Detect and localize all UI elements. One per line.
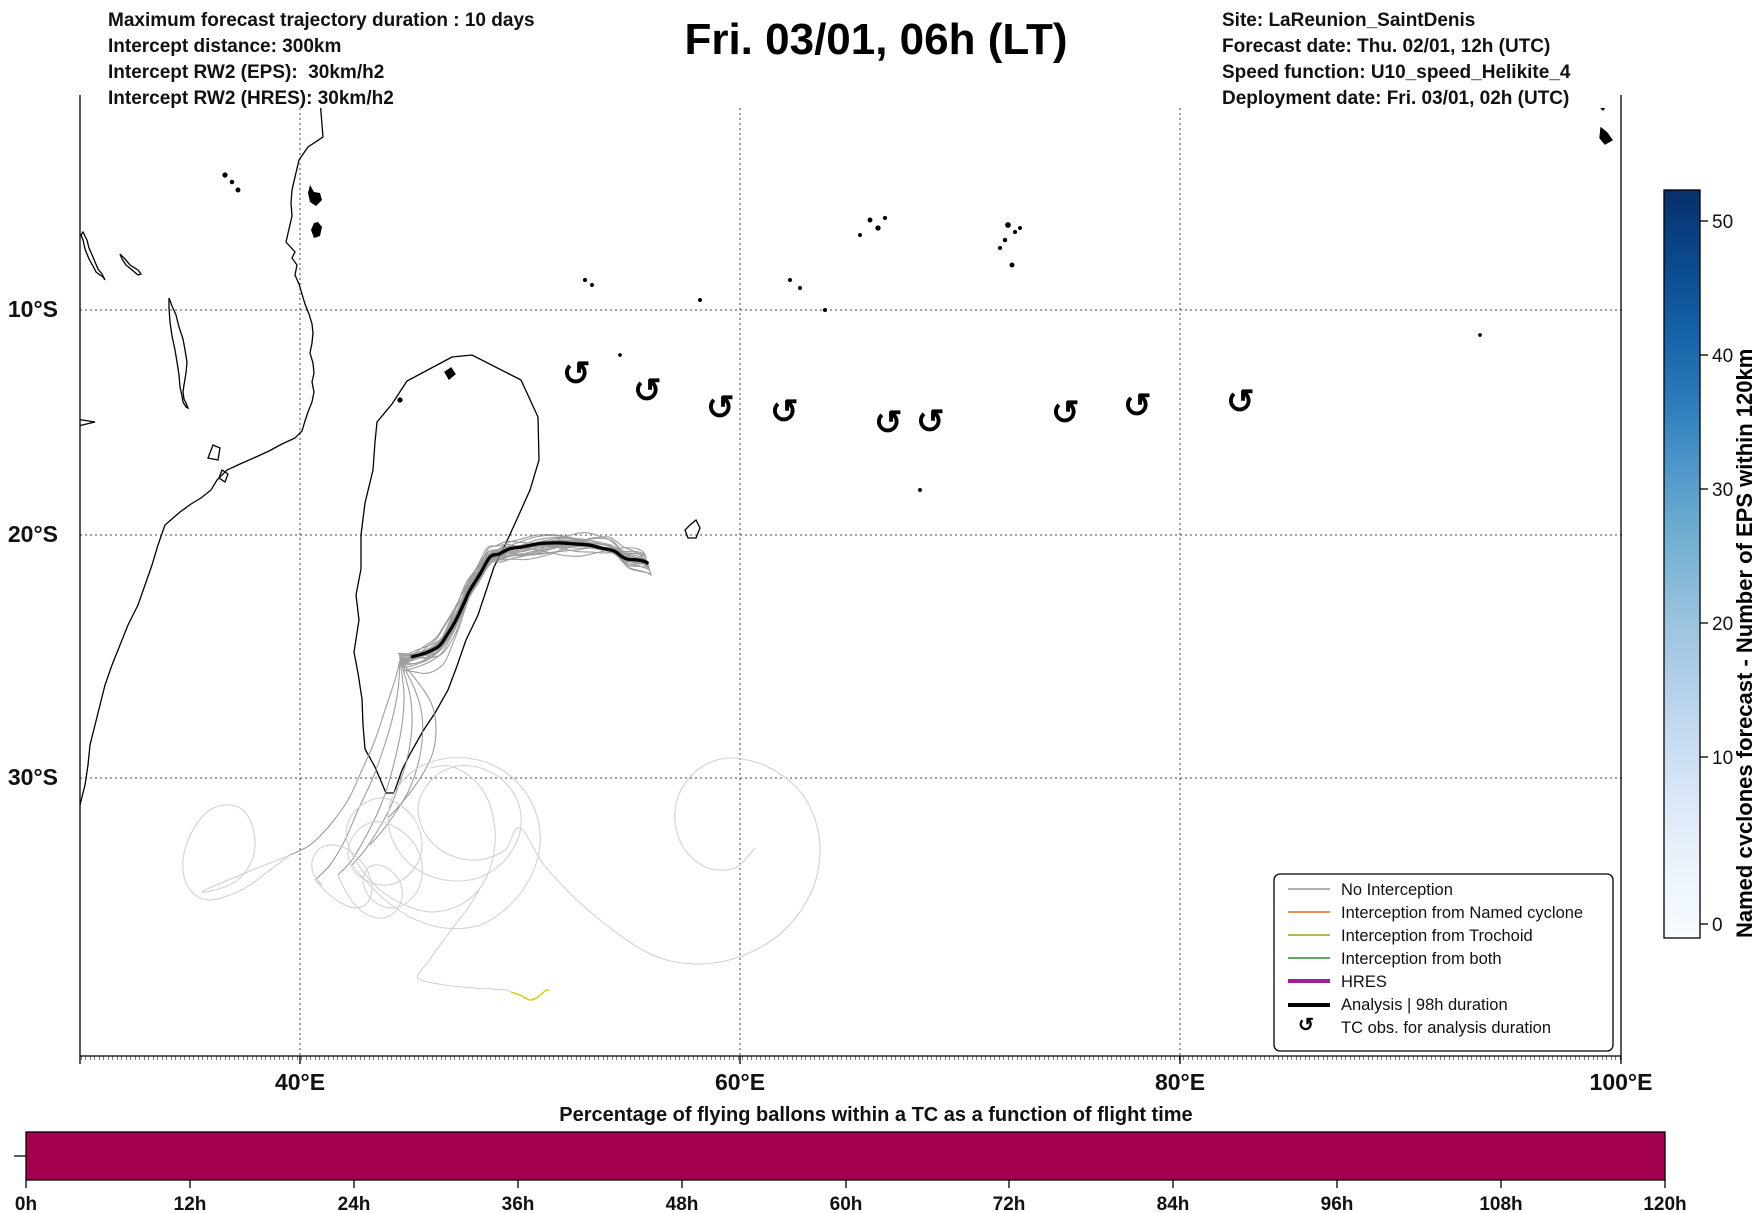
svg-text:24h: 24h: [338, 1194, 371, 1213]
svg-text:96h: 96h: [1321, 1194, 1354, 1213]
svg-text:48h: 48h: [666, 1194, 699, 1213]
svg-text:84h: 84h: [1157, 1194, 1190, 1213]
svg-text:120h: 120h: [1643, 1194, 1686, 1213]
svg-text:108h: 108h: [1479, 1194, 1522, 1213]
svg-text:60h: 60h: [830, 1194, 863, 1213]
svg-text:36h: 36h: [502, 1194, 535, 1213]
svg-text:72h: 72h: [993, 1194, 1026, 1213]
svg-text:0h: 0h: [15, 1194, 37, 1213]
svg-text:12h: 12h: [174, 1194, 207, 1213]
